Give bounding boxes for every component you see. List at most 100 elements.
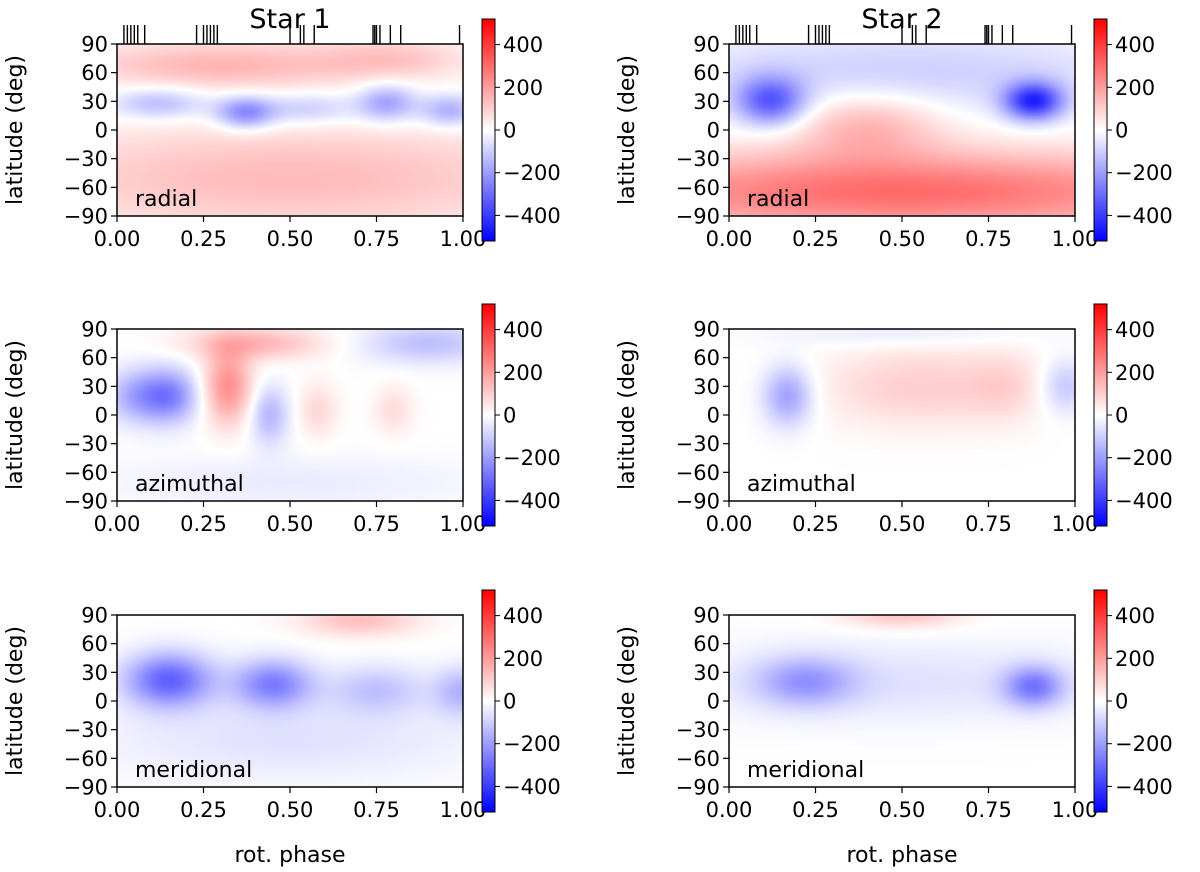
y-tick-label: 30: [693, 661, 720, 685]
colorbar-tick-label: 200: [1115, 76, 1155, 100]
x-tick-label: 0.00: [94, 512, 141, 536]
colorbar-tick-label: −200: [1115, 732, 1173, 756]
y-tick-label: 60: [693, 61, 720, 85]
y-tick-label: −90: [676, 205, 720, 229]
heatmap-azimuthal: [729, 329, 1075, 501]
x-tick-label: 0.25: [792, 227, 839, 251]
colorbar-tick-label: −400: [503, 489, 561, 513]
y-axis-label: latitude (deg): [615, 340, 640, 490]
y-tick-label: 0: [95, 690, 108, 714]
panel-label: radial: [135, 187, 197, 212]
panel-label: meridional: [747, 758, 864, 783]
colorbar-tick-label: −200: [503, 161, 561, 185]
x-tick-label: 1.00: [440, 512, 487, 536]
colorbar-tick-label: −400: [1115, 489, 1173, 513]
colorbar-tick-label: 400: [503, 33, 543, 57]
colorbar-tick-label: 400: [503, 318, 543, 342]
y-tick-label: 30: [693, 375, 720, 399]
y-tick-label: 0: [707, 404, 720, 428]
x-tick-label: 0.75: [353, 512, 400, 536]
colorbar-tick-label: −200: [503, 446, 561, 470]
colorbar-tick-label: 0: [503, 404, 516, 428]
colorbar-tick-label: 200: [503, 76, 543, 100]
x-tick-label: 0.75: [965, 227, 1012, 251]
y-tick-label: 30: [693, 90, 720, 114]
colorbar-tick-label: −200: [1115, 161, 1173, 185]
colorbar-tick-label: −400: [503, 775, 561, 799]
x-tick-label: 0.25: [180, 798, 227, 822]
x-tick-label: 1.00: [1052, 227, 1099, 251]
x-tick-label: 0.75: [965, 798, 1012, 822]
x-tick-label: 0.25: [180, 512, 227, 536]
y-tick-label: 60: [693, 632, 720, 656]
y-tick-label: −90: [64, 490, 108, 514]
y-tick-label: −60: [676, 461, 720, 485]
y-tick-label: −60: [64, 461, 108, 485]
y-tick-label: −60: [676, 747, 720, 771]
y-tick-label: −30: [676, 432, 720, 456]
colorbar-tick-label: −200: [1115, 446, 1173, 470]
x-tick-label: 0.25: [180, 227, 227, 251]
x-axis-label: rot. phase: [846, 843, 957, 868]
y-axis-label: latitude (deg): [615, 626, 640, 776]
colorbar-tick-label: 200: [1115, 361, 1155, 385]
x-tick-label: 0.50: [879, 227, 926, 251]
y-tick-label: −90: [64, 205, 108, 229]
colorbar: [481, 303, 496, 527]
panel-label: azimuthal: [135, 472, 244, 497]
y-tick-label: −30: [676, 718, 720, 742]
x-tick-label: 0.00: [94, 798, 141, 822]
y-tick-label: 90: [81, 318, 108, 342]
x-tick-label: 0.00: [706, 512, 753, 536]
y-axis-label: latitude (deg): [3, 626, 28, 776]
colorbar-tick-label: −400: [503, 204, 561, 228]
y-tick-label: −30: [64, 718, 108, 742]
y-tick-label: −60: [64, 747, 108, 771]
colorbar-tick-label: 0: [1115, 404, 1128, 428]
heatmap-azimuthal: [117, 329, 463, 501]
x-tick-label: 0.50: [879, 798, 926, 822]
y-tick-label: 30: [81, 90, 108, 114]
colorbar-tick-label: 400: [503, 604, 543, 628]
x-tick-label: 0.50: [267, 798, 314, 822]
y-tick-label: 0: [707, 690, 720, 714]
heatmap-radial: [729, 44, 1075, 216]
y-tick-label: 0: [95, 404, 108, 428]
heatmap-radial: [117, 44, 463, 216]
x-tick-label: 0.50: [267, 227, 314, 251]
y-tick-label: −30: [64, 432, 108, 456]
x-axis-label: rot. phase: [234, 843, 345, 868]
colorbar-tick-label: 0: [1115, 119, 1128, 143]
colorbar-tick-label: 400: [1115, 604, 1155, 628]
colorbar-tick-label: 0: [503, 119, 516, 143]
y-tick-label: 90: [81, 33, 108, 57]
x-tick-label: 0.25: [792, 798, 839, 822]
colorbar-tick-label: 400: [1115, 318, 1155, 342]
colorbar-tick-label: 400: [1115, 33, 1155, 57]
colorbar: [481, 589, 496, 813]
colorbar: [481, 18, 496, 242]
colorbar: [1093, 303, 1108, 527]
y-tick-label: 60: [81, 632, 108, 656]
y-tick-label: 60: [81, 61, 108, 85]
y-tick-label: −90: [676, 776, 720, 800]
y-tick-label: 0: [707, 119, 720, 143]
colorbar-tick-label: 200: [503, 361, 543, 385]
y-tick-label: −90: [64, 776, 108, 800]
colorbar-tick-label: 200: [503, 647, 543, 671]
panel-label: azimuthal: [747, 472, 856, 497]
y-tick-label: −30: [64, 147, 108, 171]
x-tick-label: 1.00: [440, 798, 487, 822]
x-tick-label: 0.75: [353, 798, 400, 822]
y-tick-label: 60: [693, 346, 720, 370]
x-tick-label: 1.00: [1052, 798, 1099, 822]
y-tick-label: 90: [81, 604, 108, 628]
y-tick-label: −30: [676, 147, 720, 171]
y-tick-label: 90: [693, 318, 720, 342]
colorbar-tick-label: −400: [1115, 775, 1173, 799]
y-axis-label: latitude (deg): [615, 55, 640, 205]
colorbar-tick-label: −200: [503, 732, 561, 756]
y-tick-label: −90: [676, 490, 720, 514]
y-axis-label: latitude (deg): [3, 55, 28, 205]
